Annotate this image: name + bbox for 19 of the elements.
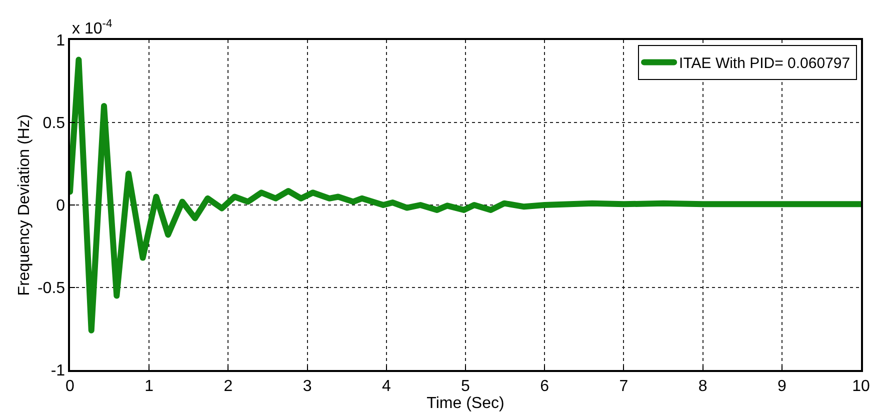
x-tick-label: 8 <box>698 378 708 395</box>
x-tick-label: 7 <box>619 378 628 395</box>
y-tick-label: 0.5 <box>42 115 66 132</box>
y-tick-label: -0.5 <box>37 280 66 298</box>
y-tick-label: 0 <box>56 198 66 215</box>
x-tick-label: 3 <box>302 378 312 395</box>
x-tick-label: 5 <box>461 378 470 395</box>
x-tick-label: 1 <box>144 378 154 395</box>
x-axis-title: Time (Sec) <box>426 394 504 412</box>
x-tick-label: 2 <box>224 378 233 395</box>
y-axis-title: Frequency Deviation (Hz) <box>16 114 33 296</box>
x-tick-label: 10 <box>852 378 870 395</box>
legend-label: ITAE With PID= 0.060797 <box>679 55 850 72</box>
x-tick-label: 4 <box>382 378 391 395</box>
y-tick-label: 1 <box>56 32 66 50</box>
text: x 10$^{-4}$ <box>72 18 112 38</box>
x-tick-label: 9 <box>777 378 786 395</box>
x-tick-label: 6 <box>540 378 550 395</box>
y-tick-label: -1 <box>50 362 66 380</box>
